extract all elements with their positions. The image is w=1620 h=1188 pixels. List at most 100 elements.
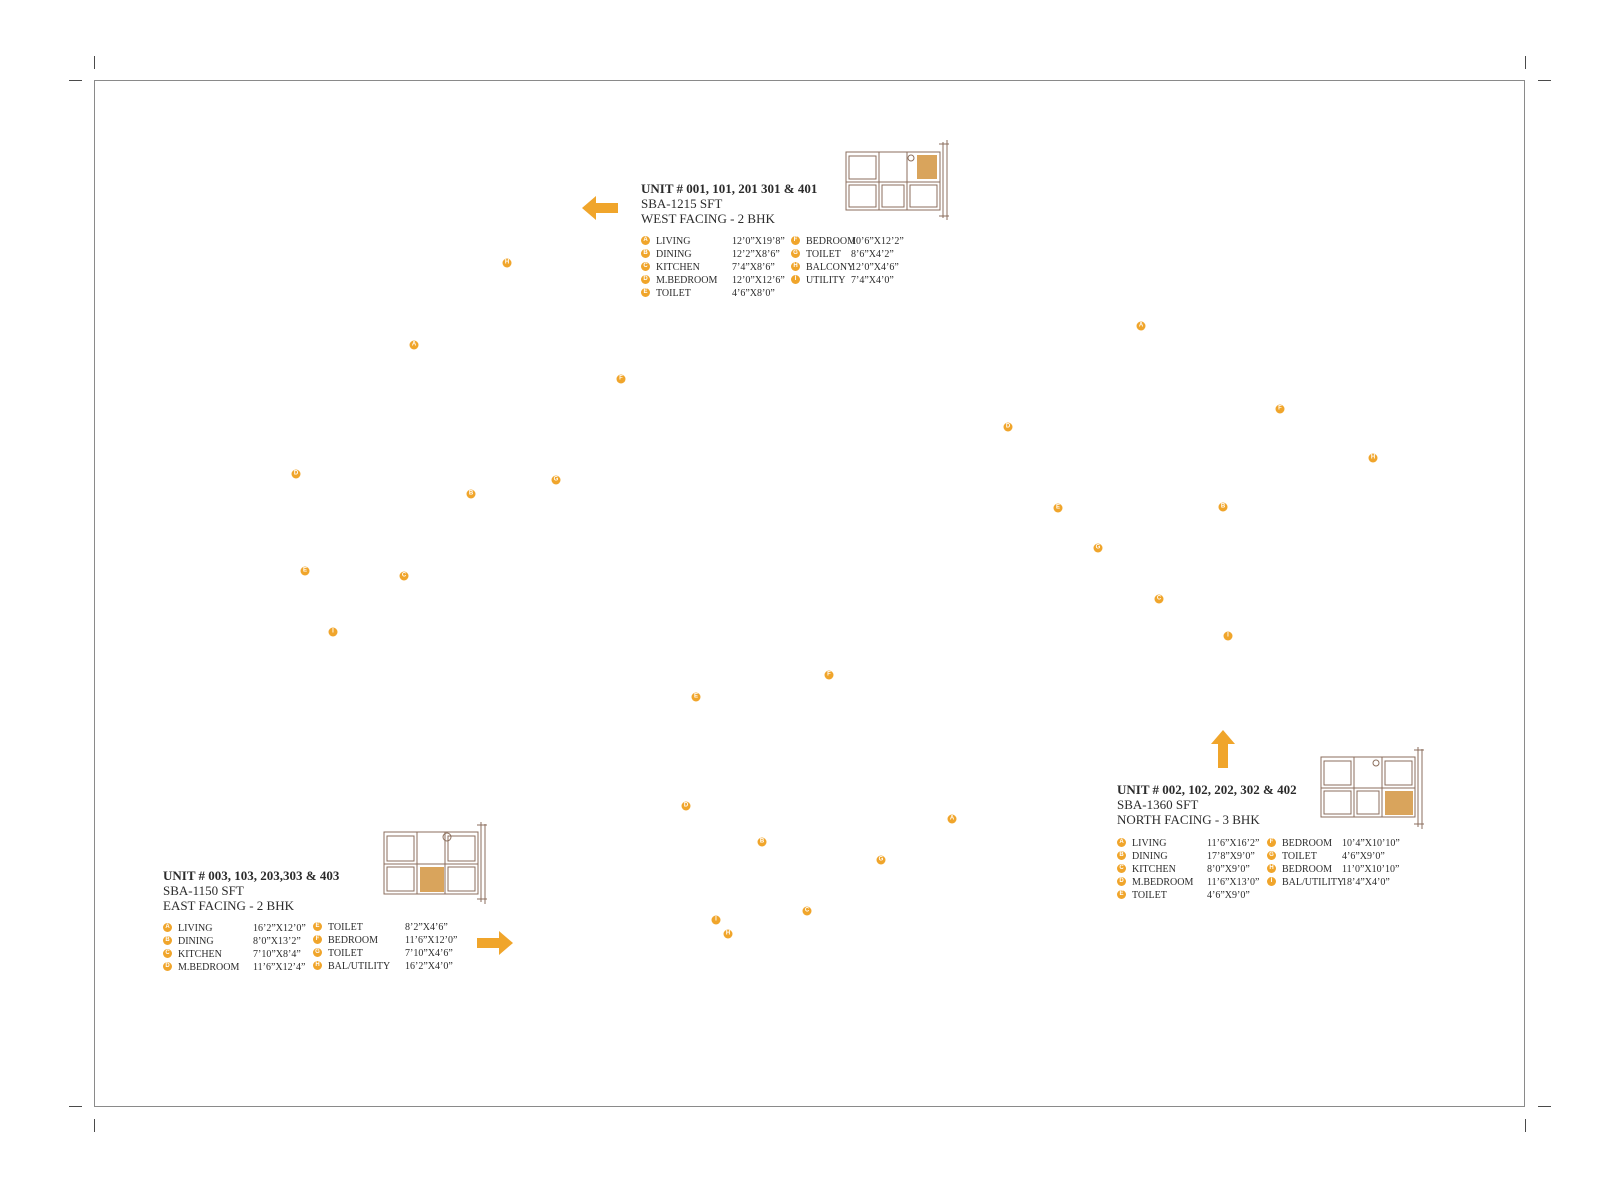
- crop-mark: [1538, 1106, 1551, 1107]
- room-name: KITCHEN: [1132, 864, 1176, 875]
- room-badge: E: [1117, 890, 1126, 899]
- unit-sba: SBA-1150 SFT: [163, 883, 244, 898]
- crop-mark: [1538, 80, 1551, 81]
- room-badge: B: [163, 936, 172, 945]
- room-name: LIVING: [656, 236, 691, 247]
- room-size: 16’2”X4’0”: [405, 961, 453, 972]
- room-marker: F: [616, 374, 626, 384]
- room-size: 12’0”X19’8”: [732, 236, 785, 247]
- room-marker: E: [300, 566, 310, 576]
- arrow-up-icon: [1211, 730, 1235, 768]
- room-size: 8’2”X4’6”: [405, 922, 448, 933]
- room-name: BEDROOM: [328, 935, 379, 946]
- room-name: DINING: [178, 936, 214, 947]
- room-marker: G: [876, 855, 886, 865]
- room-badge: A: [163, 923, 172, 932]
- room-name: BEDROOM: [806, 236, 857, 247]
- unit-title: UNIT # 003, 103, 203,303 & 403: [163, 868, 340, 883]
- room-marker: A: [409, 340, 419, 350]
- unit-sba: SBA-1215 SFT: [641, 196, 723, 211]
- room-marker: B: [466, 489, 476, 499]
- room-name: TOILET: [328, 948, 363, 959]
- room-badge: C: [163, 949, 172, 958]
- unit-west-header: UNIT # 001, 101, 201 301 & 401 SBA-1215 …: [641, 181, 817, 226]
- room-marker: D: [681, 801, 691, 811]
- room-size: 17’8”X9’0”: [1207, 851, 1255, 862]
- room-badge: G: [791, 249, 800, 258]
- room-name: KITCHEN: [178, 949, 222, 960]
- room-marker: C: [399, 571, 409, 581]
- room-badge: D: [1117, 877, 1126, 886]
- room-badge: B: [641, 249, 650, 258]
- room-size: 8’0”X13’2”: [253, 936, 301, 947]
- room-name: DINING: [1132, 851, 1168, 862]
- sheet-frame: [94, 80, 1525, 1107]
- room-marker: C: [802, 906, 812, 916]
- room-badge: B: [1117, 851, 1126, 860]
- room-size: 7’4”X8’6”: [732, 262, 775, 273]
- room-badge: D: [641, 275, 650, 284]
- key-plan-thumbnail: [1320, 747, 1424, 829]
- room-name: UTILITY: [806, 275, 846, 286]
- room-badge: I: [791, 275, 800, 284]
- room-size: 4’6”X9’0”: [1207, 890, 1250, 901]
- room-marker: H: [1368, 453, 1378, 463]
- room-size: 11’6”X12’4”: [253, 962, 306, 973]
- room-size: 11’0”X10’10”: [1342, 864, 1400, 875]
- room-badge: F: [313, 935, 322, 944]
- room-size: 4’6”X8’0”: [732, 288, 775, 299]
- room-marker: E: [1053, 503, 1063, 513]
- room-size: 12’2”X8’6”: [732, 249, 780, 260]
- room-marker: B: [757, 837, 767, 847]
- room-size: 7’4”X4’0”: [851, 275, 894, 286]
- room-size: 10’6”X12’2”: [851, 236, 904, 247]
- room-marker: C: [1154, 594, 1164, 604]
- crop-mark: [94, 56, 95, 69]
- room-badge: E: [641, 288, 650, 297]
- room-marker: E: [691, 692, 701, 702]
- room-marker: A: [947, 814, 957, 824]
- arrow-right-icon: [477, 931, 513, 955]
- room-badge: H: [313, 961, 322, 970]
- room-badge: C: [641, 262, 650, 271]
- crop-mark: [1525, 1119, 1526, 1132]
- room-marker: A: [1136, 321, 1146, 331]
- key-plan-thumbnail: [383, 822, 487, 904]
- room-size: 11’6”X13’0”: [1207, 877, 1260, 888]
- room-size: 4’6”X9’0”: [1342, 851, 1385, 862]
- room-size: 8’6”X4’2”: [851, 249, 894, 260]
- unit-north-header: UNIT # 002, 102, 202, 302 & 402 SBA-1360…: [1117, 782, 1297, 827]
- unit-title: UNIT # 002, 102, 202, 302 & 402: [1117, 782, 1297, 797]
- room-marker: F: [1275, 404, 1285, 414]
- room-badge: E: [313, 922, 322, 931]
- room-marker: G: [551, 475, 561, 485]
- room-marker: G: [1093, 543, 1103, 553]
- room-size: 8’0”X9’0”: [1207, 864, 1250, 875]
- unit-facing: NORTH FACING - 3 BHK: [1117, 812, 1260, 827]
- room-badge: G: [1267, 851, 1276, 860]
- room-name: BEDROOM: [1282, 864, 1333, 875]
- room-badge: D: [163, 962, 172, 971]
- room-name: TOILET: [1282, 851, 1317, 862]
- unit-facing: EAST FACING - 2 BHK: [163, 898, 294, 913]
- room-size: 18’4”X4’0”: [1342, 877, 1390, 888]
- room-badge: H: [791, 262, 800, 271]
- room-name: M.BEDROOM: [1132, 877, 1194, 888]
- unit-sba: SBA-1360 SFT: [1117, 797, 1199, 812]
- room-badge: F: [791, 236, 800, 245]
- room-badge: A: [1117, 838, 1126, 847]
- room-size: 12’0”X12’6”: [732, 275, 785, 286]
- room-name: BAL/UTILITY: [328, 961, 391, 972]
- room-marker: H: [502, 258, 512, 268]
- room-marker: F: [824, 670, 834, 680]
- room-name: KITCHEN: [656, 262, 700, 273]
- unit-title: UNIT # 001, 101, 201 301 & 401: [641, 181, 818, 196]
- room-name: M.BEDROOM: [656, 275, 718, 286]
- room-badge: I: [1267, 877, 1276, 886]
- room-badge: A: [641, 236, 650, 245]
- room-marker: B: [1218, 502, 1228, 512]
- room-size: 11’6”X12’0”: [405, 935, 458, 946]
- room-name: TOILET: [328, 922, 363, 933]
- room-size: 16’2”X12’0”: [253, 923, 306, 934]
- room-name: LIVING: [1132, 838, 1167, 849]
